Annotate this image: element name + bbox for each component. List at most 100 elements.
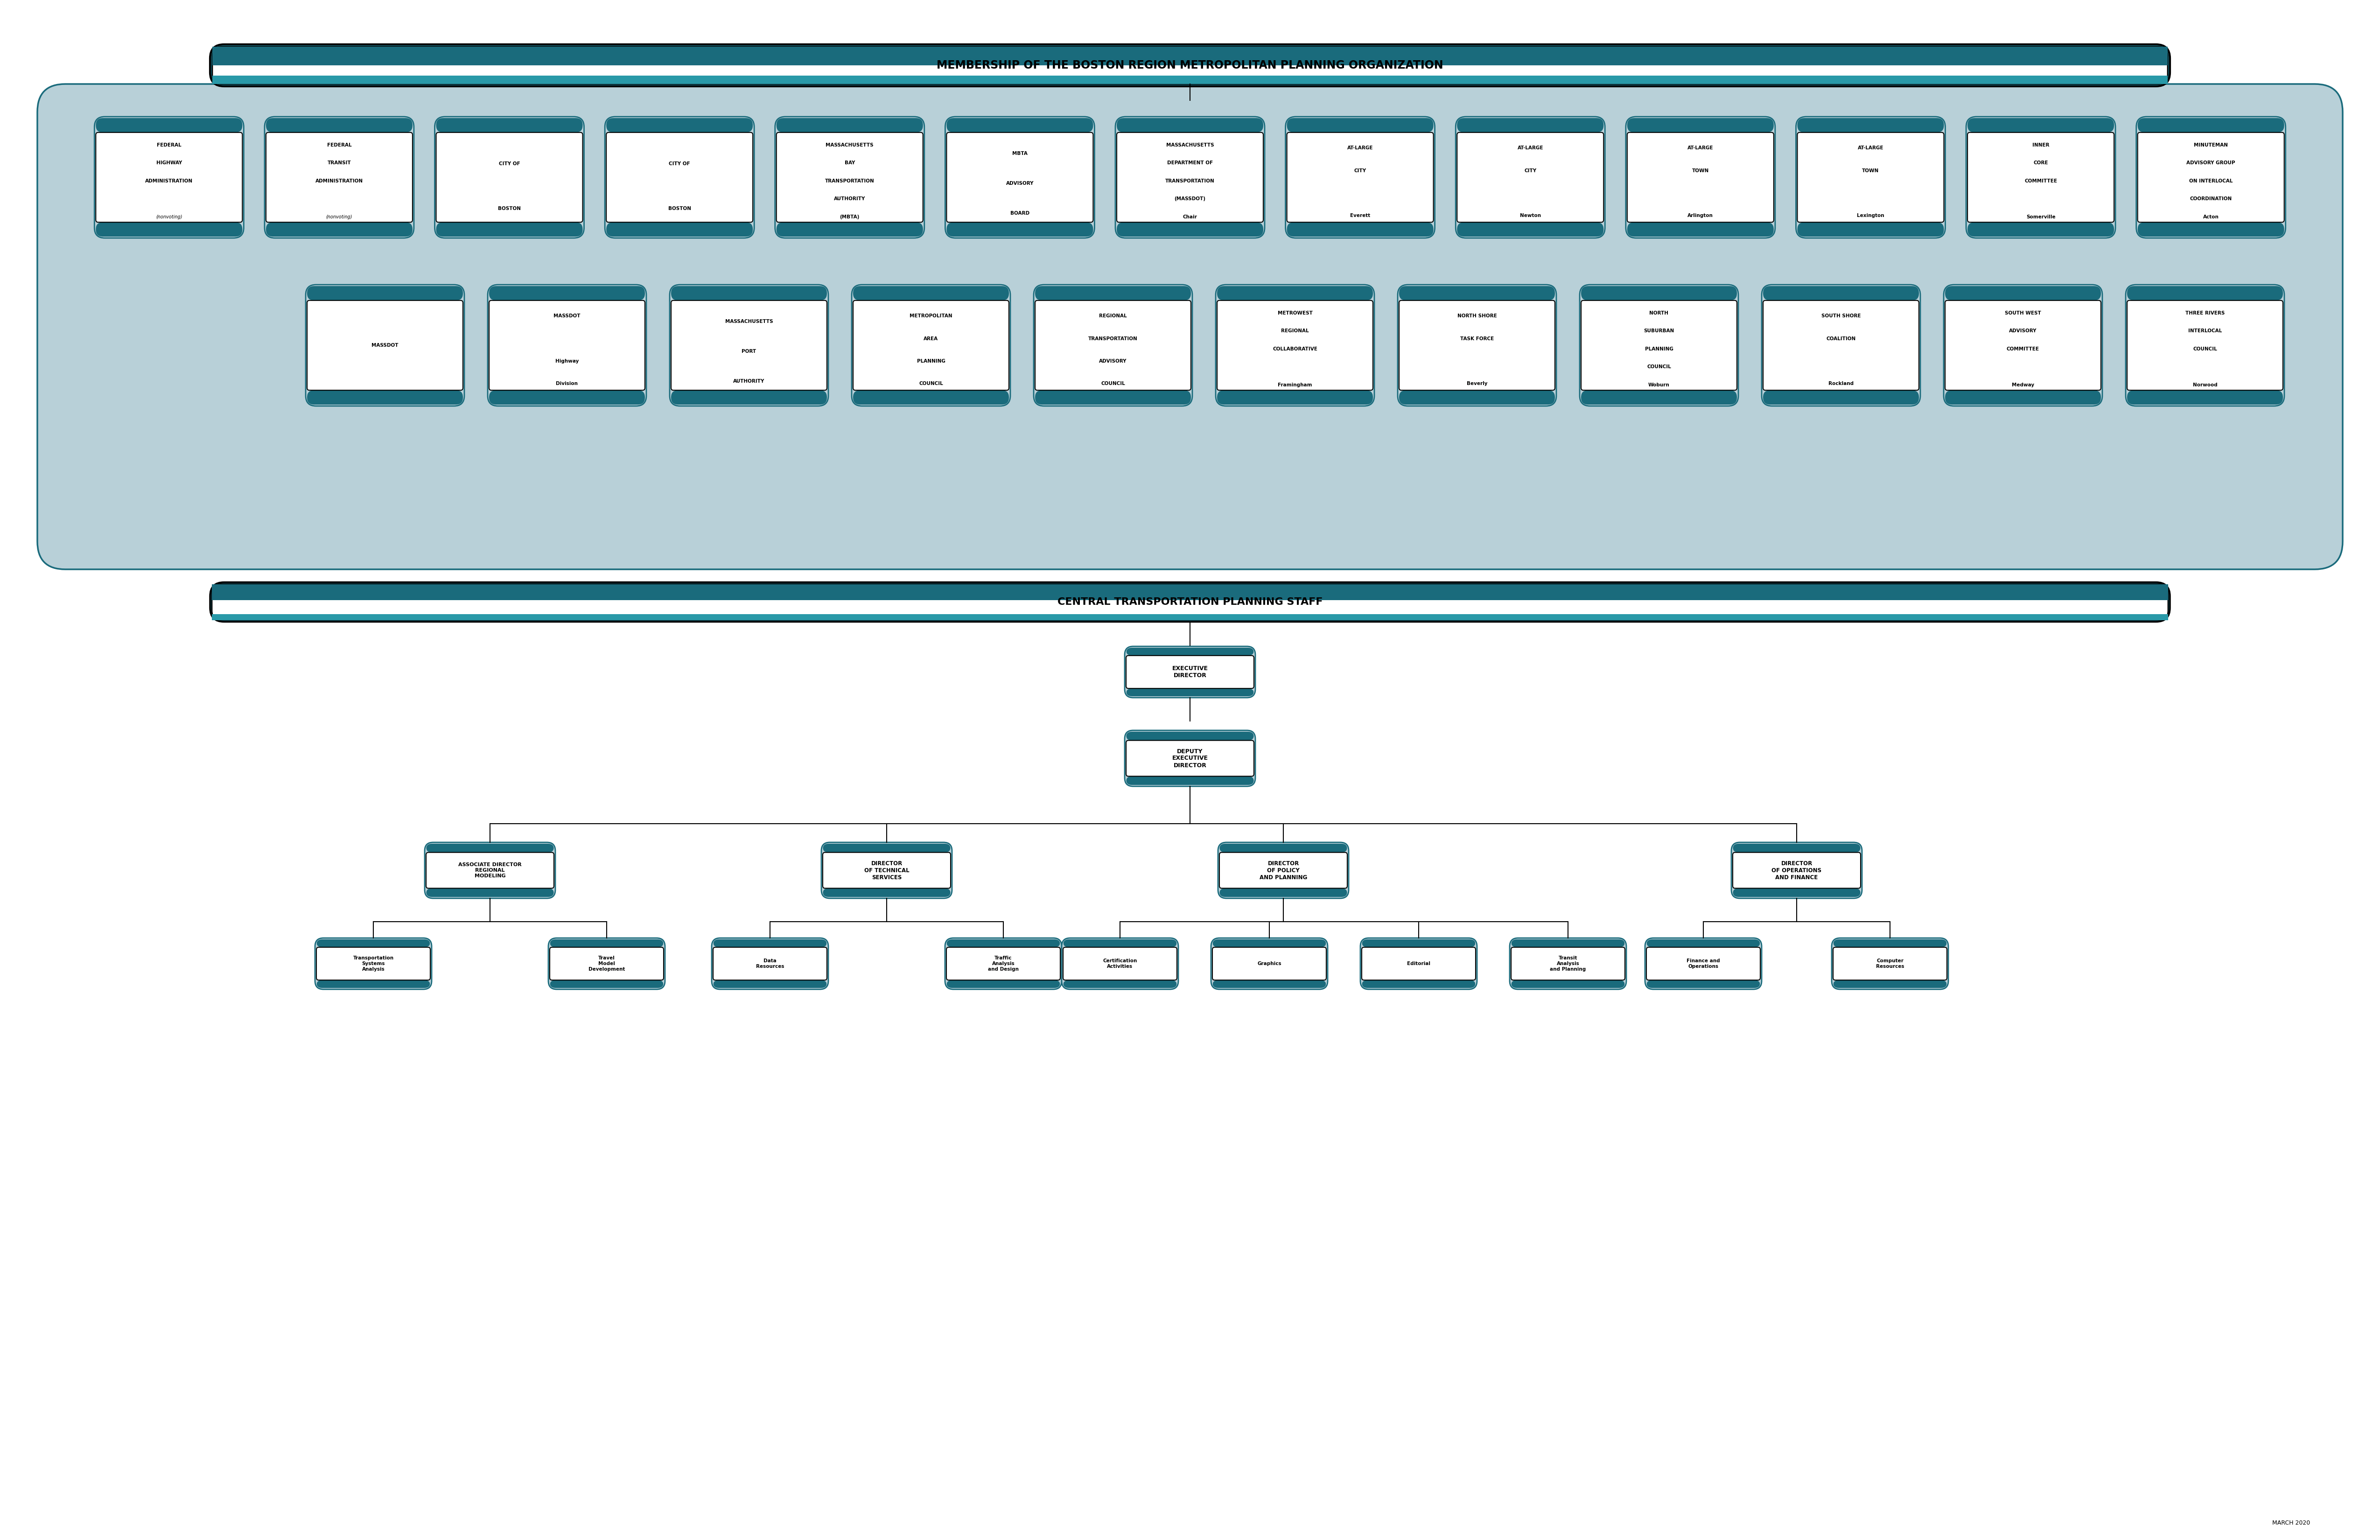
Text: TOWN: TOWN [1861, 168, 1880, 172]
FancyBboxPatch shape [1511, 947, 1626, 979]
FancyBboxPatch shape [1061, 938, 1178, 989]
FancyBboxPatch shape [1797, 222, 1944, 237]
FancyBboxPatch shape [95, 119, 243, 132]
FancyBboxPatch shape [212, 584, 2168, 601]
FancyBboxPatch shape [267, 119, 412, 132]
Text: DIRECTOR
OF POLICY
AND PLANNING: DIRECTOR OF POLICY AND PLANNING [1259, 861, 1307, 881]
FancyBboxPatch shape [1511, 979, 1626, 989]
Text: AT-LARGE: AT-LARGE [1518, 146, 1542, 151]
Text: AT-LARGE: AT-LARGE [1347, 146, 1373, 151]
Text: ON INTERLOCAL: ON INTERLOCAL [2190, 179, 2232, 183]
FancyBboxPatch shape [1797, 132, 1944, 222]
FancyBboxPatch shape [2137, 119, 2285, 132]
FancyBboxPatch shape [307, 300, 464, 390]
Text: MASSDOT: MASSDOT [555, 314, 581, 319]
FancyBboxPatch shape [1833, 939, 1947, 947]
FancyBboxPatch shape [1833, 938, 1949, 989]
Text: INNER: INNER [2033, 143, 2049, 148]
Text: ASSOCIATE DIRECTOR
REGIONAL
MODELING: ASSOCIATE DIRECTOR REGIONAL MODELING [459, 862, 521, 878]
FancyBboxPatch shape [1126, 732, 1254, 741]
Text: BOSTON: BOSTON [497, 206, 521, 211]
FancyBboxPatch shape [2128, 300, 2282, 390]
FancyBboxPatch shape [1126, 648, 1254, 656]
FancyBboxPatch shape [947, 119, 1092, 132]
Text: Computer
Resources: Computer Resources [1875, 958, 1904, 969]
FancyBboxPatch shape [947, 132, 1092, 222]
Text: COLLABORATIVE: COLLABORATIVE [1273, 346, 1319, 351]
FancyBboxPatch shape [1733, 844, 1861, 853]
FancyBboxPatch shape [1216, 286, 1373, 300]
FancyBboxPatch shape [436, 119, 583, 132]
Text: ADVISORY GROUP: ADVISORY GROUP [2187, 160, 2235, 165]
FancyBboxPatch shape [2128, 390, 2282, 405]
FancyBboxPatch shape [671, 286, 826, 300]
FancyBboxPatch shape [947, 947, 1059, 979]
Text: Everett: Everett [1349, 213, 1371, 217]
FancyBboxPatch shape [1216, 390, 1373, 405]
FancyBboxPatch shape [823, 853, 950, 889]
Text: Transit
Analysis
and Planning: Transit Analysis and Planning [1549, 956, 1585, 972]
FancyBboxPatch shape [307, 286, 464, 300]
FancyBboxPatch shape [1285, 117, 1435, 239]
Text: Travel
Model
Development: Travel Model Development [588, 956, 626, 972]
FancyBboxPatch shape [1288, 222, 1433, 237]
FancyBboxPatch shape [209, 582, 2171, 622]
FancyBboxPatch shape [1833, 947, 1947, 979]
FancyBboxPatch shape [1580, 286, 1737, 300]
FancyBboxPatch shape [1733, 853, 1861, 889]
FancyBboxPatch shape [1457, 119, 1604, 132]
Text: BOARD: BOARD [1009, 211, 1031, 216]
FancyBboxPatch shape [1288, 119, 1433, 132]
Text: PLANNING: PLANNING [1645, 346, 1673, 351]
FancyBboxPatch shape [1968, 222, 2113, 237]
FancyBboxPatch shape [821, 842, 952, 898]
FancyBboxPatch shape [1216, 300, 1373, 390]
Text: BOSTON: BOSTON [669, 206, 690, 211]
FancyBboxPatch shape [1399, 286, 1554, 300]
Text: TRANSIT: TRANSIT [328, 160, 350, 165]
FancyBboxPatch shape [671, 300, 826, 390]
FancyBboxPatch shape [436, 222, 583, 237]
FancyBboxPatch shape [426, 853, 555, 889]
FancyBboxPatch shape [1211, 979, 1326, 989]
Text: TOWN: TOWN [1692, 168, 1709, 172]
Text: THREE RIVERS: THREE RIVERS [2185, 311, 2225, 316]
FancyBboxPatch shape [1966, 117, 2116, 239]
Text: Rockland: Rockland [1828, 382, 1854, 387]
Text: TASK FORCE: TASK FORCE [1461, 336, 1495, 340]
FancyBboxPatch shape [1064, 947, 1178, 979]
Text: AUTHORITY: AUTHORITY [733, 379, 764, 383]
FancyBboxPatch shape [547, 938, 664, 989]
FancyBboxPatch shape [1580, 300, 1737, 390]
FancyBboxPatch shape [823, 844, 950, 853]
FancyBboxPatch shape [317, 939, 431, 947]
FancyBboxPatch shape [669, 285, 828, 407]
Text: AUTHORITY: AUTHORITY [833, 197, 866, 202]
FancyBboxPatch shape [1397, 285, 1557, 407]
Text: MINUTEMAN: MINUTEMAN [2194, 143, 2228, 148]
Text: DEPUTY
EXECUTIVE
DIRECTOR: DEPUTY EXECUTIVE DIRECTOR [1171, 748, 1209, 768]
Text: ADMINISTRATION: ADMINISTRATION [145, 179, 193, 183]
Text: EXECUTIVE
DIRECTOR: EXECUTIVE DIRECTOR [1171, 665, 1209, 679]
Text: REGIONAL: REGIONAL [1100, 314, 1126, 319]
Text: COUNCIL: COUNCIL [2192, 346, 2218, 351]
Text: Chair: Chair [1183, 214, 1197, 219]
FancyBboxPatch shape [852, 285, 1012, 407]
FancyBboxPatch shape [1968, 132, 2113, 222]
FancyBboxPatch shape [488, 286, 645, 300]
Text: CORE: CORE [2033, 160, 2049, 165]
FancyBboxPatch shape [314, 938, 431, 989]
Text: DIRECTOR
OF OPERATIONS
AND FINANCE: DIRECTOR OF OPERATIONS AND FINANCE [1771, 861, 1821, 881]
FancyBboxPatch shape [607, 132, 752, 222]
FancyBboxPatch shape [1035, 300, 1190, 390]
FancyBboxPatch shape [209, 45, 2171, 86]
FancyBboxPatch shape [95, 132, 243, 222]
Text: SOUTH SHORE: SOUTH SHORE [1821, 314, 1861, 319]
FancyBboxPatch shape [1126, 688, 1254, 696]
FancyBboxPatch shape [1509, 938, 1626, 989]
FancyBboxPatch shape [1580, 285, 1737, 407]
FancyBboxPatch shape [2137, 132, 2285, 222]
FancyBboxPatch shape [1211, 947, 1326, 979]
FancyBboxPatch shape [424, 842, 555, 898]
FancyBboxPatch shape [776, 117, 923, 239]
